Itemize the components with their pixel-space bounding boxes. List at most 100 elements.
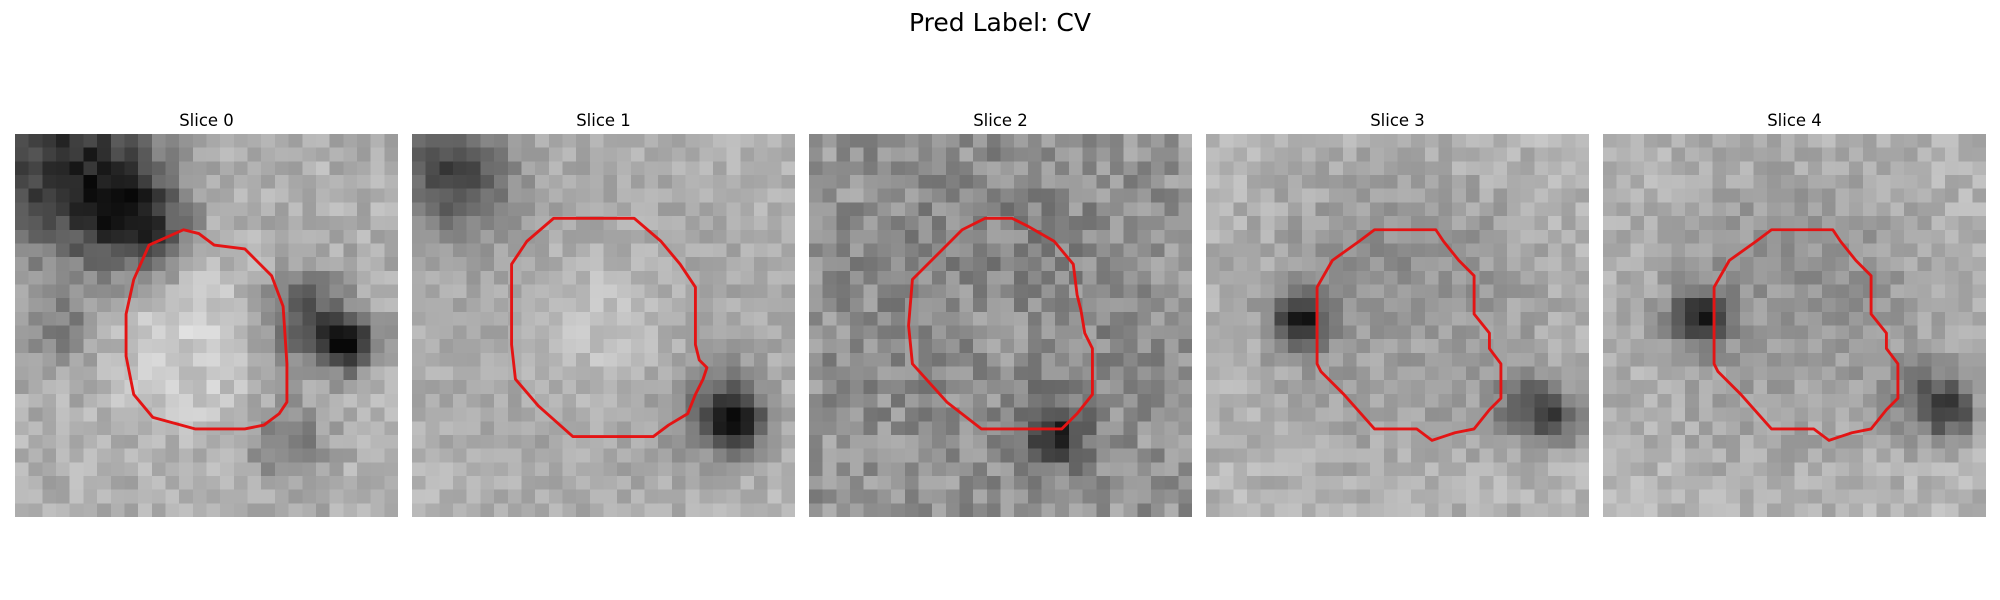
pixel-cell: [83, 380, 98, 395]
pixel-cell: [453, 339, 467, 354]
pixel-cell: [877, 311, 892, 326]
pixel-cell: [1288, 339, 1302, 354]
pixel-cell: [1972, 216, 1986, 230]
pixel-cell: [986, 489, 1001, 504]
pixel-cell: [1342, 202, 1357, 217]
pixel-cell: [1000, 475, 1015, 490]
pixel-cell: [562, 243, 577, 258]
pixel-cell: [630, 380, 645, 395]
pixel-cell: [439, 161, 454, 176]
pixel-cell: [1931, 434, 1946, 449]
pixel-cell: [1233, 257, 1248, 271]
pixel-cell: [1150, 325, 1165, 340]
pixel-cell: [356, 407, 371, 422]
pixel-cell: [466, 257, 481, 271]
pixel-cell: [453, 216, 467, 230]
pixel-cell: [863, 147, 878, 162]
pixel-cell: [1944, 366, 1959, 381]
pixel-cell: [1260, 366, 1275, 381]
pixel-cell: [1931, 134, 1946, 148]
pixel-cell: [1068, 503, 1083, 517]
pixel-cell: [1150, 407, 1165, 422]
pixel-cell: [1753, 366, 1768, 381]
pixel-cell: [384, 352, 398, 367]
pixel-cell: [356, 216, 371, 230]
pixel-cell: [1903, 147, 1918, 162]
pixel-cell: [630, 311, 645, 326]
contour-outline: [124, 228, 289, 431]
pixel-cell: [809, 298, 823, 313]
pixel-cell: [1739, 448, 1754, 463]
pixel-cell: [726, 393, 741, 408]
pixel-cell: [233, 161, 248, 176]
pixel-cell: [1493, 243, 1508, 258]
pixel-cell: [1616, 229, 1631, 244]
pixel-cell: [425, 257, 440, 271]
pixel-cell: [494, 380, 508, 395]
pixel-cell: [1547, 147, 1562, 162]
pixel-cell: [1247, 202, 1261, 217]
pixel-cell: [1452, 380, 1467, 395]
pixel-cell: [712, 311, 727, 326]
pixel-cell: [1753, 489, 1768, 504]
pixel-cell: [1630, 229, 1645, 244]
pixel-cell: [1726, 421, 1740, 436]
pixel-cell: [453, 352, 467, 367]
pixel-cell: [1808, 366, 1823, 381]
pixel-cell: [1424, 311, 1439, 326]
pixel-cell: [179, 202, 194, 217]
pixel-cell: [1383, 380, 1398, 395]
pixel-cell: [959, 134, 974, 148]
pixel-cell: [343, 489, 358, 504]
pixel-cell: [699, 134, 714, 148]
pixel-cell: [740, 257, 755, 271]
pixel-cell: [1876, 175, 1891, 189]
pixel-cell: [822, 257, 837, 271]
pixel-cell: [1014, 147, 1029, 162]
pixel-cell: [1027, 270, 1042, 285]
pixel-cell: [1972, 352, 1986, 367]
pixel-cell: [1370, 202, 1385, 217]
pixel-cell: [685, 366, 700, 381]
pixel-cell: [712, 284, 727, 299]
pixel-cell: [1876, 489, 1891, 504]
pixel-cell: [535, 257, 549, 271]
pixel-cell: [1247, 462, 1261, 477]
pixel-cell: [138, 298, 152, 313]
pixel-cell: [97, 366, 111, 381]
pixel-cell: [1027, 503, 1042, 517]
pixel-cell: [370, 421, 385, 436]
pixel-cell: [315, 352, 330, 367]
pixel-cell: [576, 243, 591, 258]
pixel-cell: [1671, 352, 1686, 367]
pixel-cell: [809, 175, 823, 189]
pixel-cell: [83, 216, 98, 230]
pixel-cell: [562, 134, 577, 148]
pixel-cell: [932, 339, 946, 354]
pixel-cell: [28, 134, 43, 148]
pixel-cell: [1068, 175, 1083, 189]
pixel-cell: [1944, 489, 1959, 504]
pixel-cell: [726, 421, 741, 436]
pixel-cell: [1644, 175, 1658, 189]
pixel-cell: [1370, 188, 1385, 203]
pixel-cell: [1055, 270, 1070, 285]
pixel-cell: [56, 270, 70, 285]
pixel-cell: [986, 175, 1001, 189]
pixel-cell: [1780, 448, 1795, 463]
pixel-cell: [809, 147, 823, 162]
pixel-cell: [1862, 462, 1877, 477]
pixel-cell: [97, 325, 111, 340]
pixel-cell: [1301, 134, 1316, 148]
pixel-cell: [1849, 407, 1864, 422]
pixel-cell: [617, 134, 632, 148]
pixel-cell: [329, 380, 344, 395]
pixel-cell: [1452, 270, 1467, 285]
pixel-cell: [959, 175, 974, 189]
pixel-cell: [644, 352, 659, 367]
pixel-cell: [261, 393, 276, 408]
pixel-cell: [932, 216, 946, 230]
pixel-cell: [685, 462, 700, 477]
pixel-cell: [535, 311, 549, 326]
pixel-cell: [781, 325, 795, 340]
